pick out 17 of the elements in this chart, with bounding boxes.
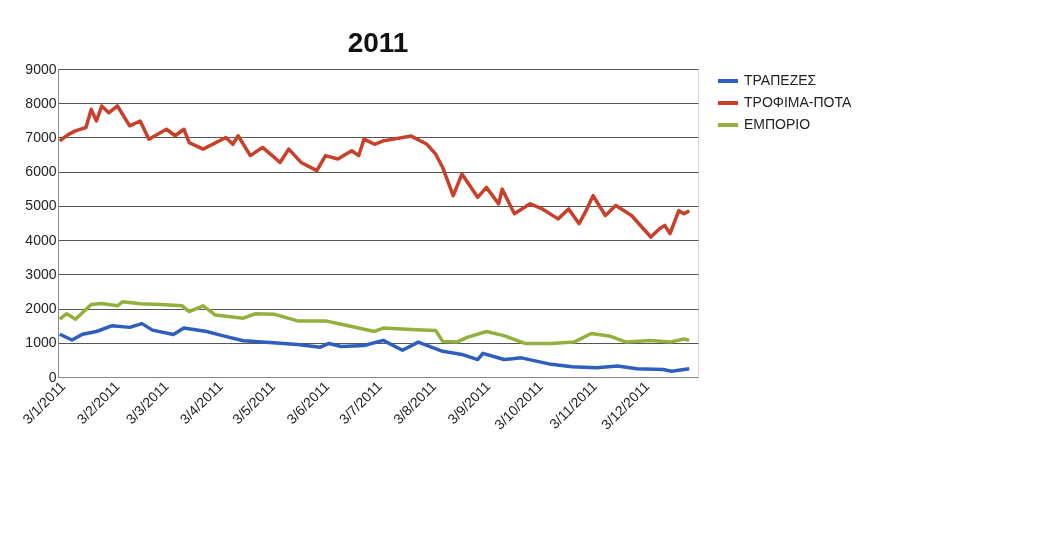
chart-title: 2011: [347, 27, 409, 58]
y-tick-label: 8000: [25, 94, 57, 111]
legend-label: ΕΜΠΟΡΙΟ: [744, 116, 811, 132]
y-tick-label: 0: [48, 368, 57, 385]
y-tick-label: 4000: [25, 231, 57, 248]
y-tick-label: 1000: [25, 334, 57, 351]
line-series: [58, 104, 692, 239]
line-series: [58, 299, 692, 346]
line-series: [58, 321, 692, 373]
y-tick-label: 5000: [25, 197, 57, 214]
y-tick-label: 3000: [25, 265, 57, 282]
y-tick-label: 2000: [25, 300, 57, 317]
y-tick-label: 9000: [25, 60, 57, 77]
y-tick-label: 7000: [25, 128, 57, 145]
legend-label: ΤΡΑΠΕΖΕΣ: [744, 72, 817, 88]
y-tick-label: 6000: [25, 163, 57, 180]
legend-label: ΤΡΟΦΙΜΑ-ΠΟΤΑ: [744, 94, 853, 110]
